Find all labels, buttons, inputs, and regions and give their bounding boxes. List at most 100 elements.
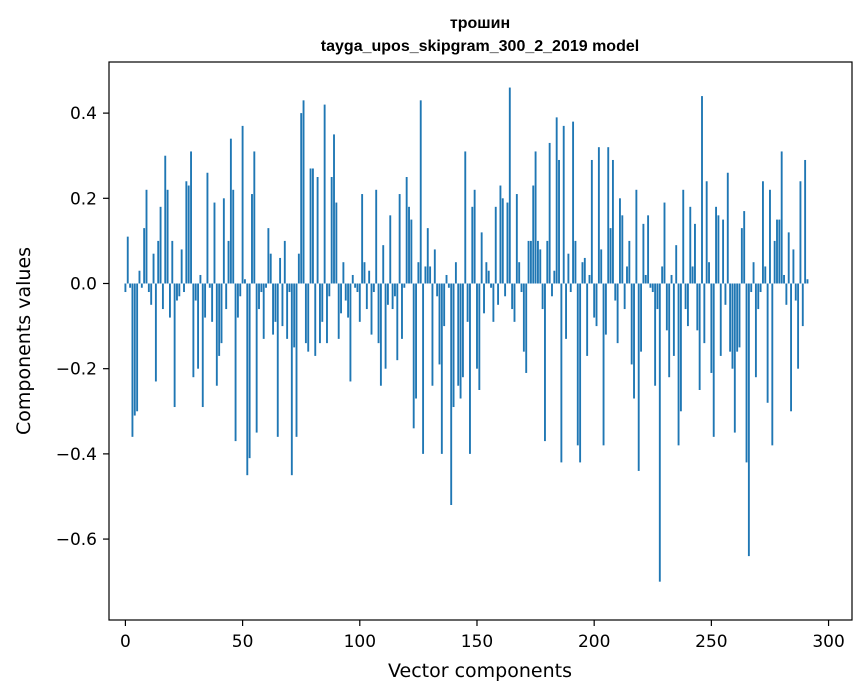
bar (668, 283, 671, 378)
bar (234, 283, 237, 442)
bar (398, 194, 401, 284)
bar (738, 283, 741, 348)
bar (518, 262, 521, 284)
bar (258, 283, 260, 310)
bar (309, 168, 312, 284)
bar (454, 262, 457, 284)
bar (438, 283, 441, 365)
bar (797, 283, 800, 369)
x-axis-ticks: 0 50 100 150 200 250 300 (120, 620, 845, 652)
bar (272, 283, 275, 335)
bar (459, 283, 462, 399)
bar (743, 211, 746, 284)
bar (497, 283, 500, 305)
bar (190, 151, 192, 284)
bar (347, 283, 350, 318)
chart-subtitle: tayga_upos_skipgram_300_2_2019 model (321, 38, 639, 55)
bar (232, 189, 235, 284)
bar (614, 283, 617, 301)
bar (396, 283, 399, 361)
bar (562, 125, 565, 284)
bar (194, 283, 197, 301)
bar (508, 87, 511, 284)
bar (166, 189, 169, 284)
bar (410, 219, 413, 284)
bar (161, 283, 164, 310)
bar (785, 283, 788, 305)
bar (637, 283, 640, 471)
bar (276, 283, 279, 437)
bar (762, 181, 764, 284)
bar (131, 283, 134, 437)
bar (199, 274, 202, 284)
bar (694, 223, 696, 284)
bar (150, 283, 153, 305)
bar (593, 283, 596, 318)
bar (473, 189, 476, 284)
bar (621, 215, 624, 284)
bar (147, 283, 150, 293)
bar (419, 100, 422, 284)
bar (286, 283, 289, 339)
bar (686, 283, 689, 327)
bar (701, 96, 703, 284)
bar (227, 240, 230, 284)
bar (778, 219, 781, 284)
bar (330, 177, 333, 284)
chart-title: трошин (450, 15, 510, 32)
bar (281, 283, 284, 327)
bar (267, 228, 270, 284)
bar (670, 274, 673, 284)
bar (412, 283, 415, 429)
bar (801, 283, 804, 327)
bar (337, 283, 340, 339)
bar (790, 283, 792, 412)
bar (401, 283, 403, 339)
bar (567, 253, 570, 284)
x-tick-label: 300 (812, 632, 844, 652)
x-tick-label: 250 (695, 632, 727, 652)
bar (604, 283, 607, 335)
bar (656, 283, 659, 310)
bar (783, 274, 785, 284)
bar (469, 283, 471, 454)
bar (433, 249, 436, 284)
bar (471, 206, 474, 284)
bar (126, 236, 129, 284)
bar (295, 283, 298, 437)
bar (307, 283, 310, 352)
bar (178, 283, 181, 297)
bar (715, 206, 717, 284)
bar (391, 283, 394, 310)
bar (708, 262, 710, 284)
bar (429, 266, 432, 284)
bar (211, 283, 214, 322)
bar (377, 283, 380, 344)
bar (323, 104, 326, 284)
bars-group (124, 87, 809, 582)
bar (185, 181, 188, 284)
bar (424, 266, 427, 284)
bar (588, 274, 591, 284)
y-axis-ticks: −0.6 −0.4 −0.2 0.0 0.2 0.4 (56, 104, 109, 550)
bar (574, 240, 577, 284)
x-tick-label: 100 (344, 632, 376, 652)
bar (363, 262, 366, 284)
bar (328, 283, 331, 297)
bar (515, 194, 518, 284)
bar (672, 283, 675, 356)
bar (354, 283, 357, 288)
bar (274, 283, 277, 322)
bar (204, 283, 207, 318)
y-tick-label: −0.4 (56, 445, 97, 465)
bar (651, 283, 654, 293)
bar (677, 283, 680, 446)
bar (705, 181, 708, 284)
bar (522, 283, 525, 352)
bar (551, 283, 553, 297)
bar (361, 194, 364, 284)
bar (581, 262, 584, 284)
bar (541, 283, 544, 310)
bar (804, 159, 807, 284)
y-tick-label: 0.0 (70, 274, 97, 294)
